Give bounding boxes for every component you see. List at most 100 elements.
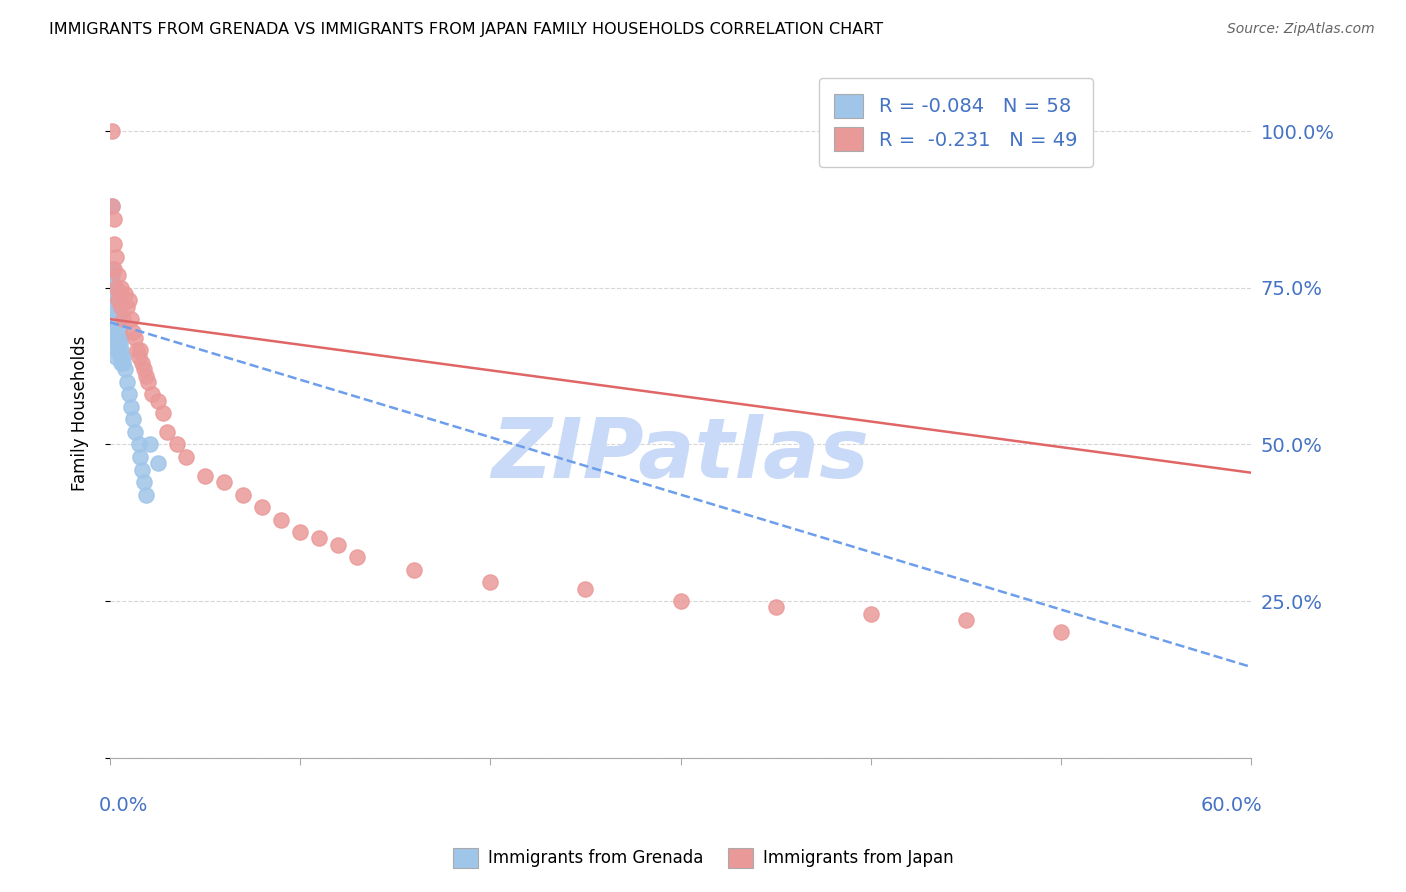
Point: [107, 325, 129, 339]
Point: [107, 318, 129, 333]
Point: [270, 513, 292, 527]
Point: [1050, 625, 1073, 640]
Point: [146, 393, 169, 408]
Point: [128, 350, 150, 364]
Point: [134, 362, 156, 376]
Point: [114, 287, 136, 301]
Point: [118, 293, 141, 308]
Y-axis label: Family Households: Family Households: [72, 335, 89, 491]
Point: [404, 563, 426, 577]
Point: [107, 331, 129, 345]
Point: [107, 306, 129, 320]
Point: [107, 268, 129, 283]
Point: [479, 575, 502, 590]
Point: [101, 275, 124, 289]
Point: [107, 337, 129, 351]
Point: [108, 287, 131, 301]
Point: [110, 343, 132, 358]
Point: [669, 594, 692, 608]
Point: [103, 306, 125, 320]
Point: [135, 487, 157, 501]
Point: [104, 350, 127, 364]
Point: [128, 437, 150, 451]
Point: [346, 550, 368, 565]
Point: [112, 350, 135, 364]
Point: [112, 312, 135, 326]
Point: [114, 362, 136, 376]
Point: [101, 281, 124, 295]
Point: [146, 456, 169, 470]
Point: [118, 387, 141, 401]
Point: [101, 287, 124, 301]
Point: [859, 607, 882, 621]
Point: [103, 262, 125, 277]
Point: [110, 281, 132, 295]
Point: [107, 300, 129, 314]
Point: [955, 613, 977, 627]
Point: [134, 475, 156, 489]
Point: [131, 462, 153, 476]
Point: [101, 293, 124, 308]
Point: [110, 350, 132, 364]
Point: [110, 356, 132, 370]
Point: [101, 199, 124, 213]
Point: [101, 268, 124, 283]
Text: 0.0%: 0.0%: [98, 796, 148, 814]
Point: [104, 281, 127, 295]
Point: [104, 293, 127, 308]
Point: [131, 356, 153, 370]
Text: 60.0%: 60.0%: [1201, 796, 1263, 814]
Point: [194, 468, 217, 483]
Point: [290, 525, 312, 540]
Point: [328, 538, 350, 552]
Point: [103, 287, 125, 301]
Point: [104, 306, 127, 320]
Text: IMMIGRANTS FROM GRENADA VS IMMIGRANTS FROM JAPAN FAMILY HOUSEHOLDS CORRELATION C: IMMIGRANTS FROM GRENADA VS IMMIGRANTS FR…: [49, 22, 883, 37]
Point: [101, 262, 124, 277]
Point: [136, 375, 159, 389]
Point: [765, 600, 787, 615]
Point: [104, 312, 127, 326]
Point: [101, 306, 124, 320]
Point: [125, 343, 148, 358]
Point: [139, 437, 162, 451]
Point: [103, 318, 125, 333]
Point: [103, 211, 125, 226]
Point: [174, 450, 197, 464]
Point: [101, 312, 124, 326]
Point: [129, 450, 152, 464]
Point: [101, 124, 124, 138]
Point: [166, 437, 188, 451]
Point: [135, 368, 157, 383]
Point: [141, 387, 163, 401]
Point: [122, 325, 145, 339]
Point: [104, 318, 127, 333]
Point: [107, 312, 129, 326]
Point: [152, 406, 174, 420]
Point: [108, 331, 131, 345]
Point: [103, 331, 125, 345]
Point: [574, 582, 596, 596]
Point: [103, 237, 125, 252]
Text: ZIPatlas: ZIPatlas: [492, 414, 869, 495]
Legend: Immigrants from Grenada, Immigrants from Japan: Immigrants from Grenada, Immigrants from…: [446, 841, 960, 875]
Point: [103, 281, 125, 295]
Point: [104, 325, 127, 339]
Point: [104, 337, 127, 351]
Point: [124, 425, 146, 439]
Point: [104, 250, 127, 264]
Point: [308, 532, 330, 546]
Point: [115, 300, 138, 314]
Point: [103, 312, 125, 326]
Point: [115, 375, 138, 389]
Point: [103, 325, 125, 339]
Point: [124, 331, 146, 345]
Point: [122, 412, 145, 426]
Point: [101, 199, 124, 213]
Point: [112, 356, 135, 370]
Point: [108, 325, 131, 339]
Point: [107, 293, 129, 308]
Point: [104, 343, 127, 358]
Point: [129, 343, 152, 358]
Legend: R = -0.084   N = 58, R =  -0.231   N = 49: R = -0.084 N = 58, R = -0.231 N = 49: [818, 78, 1092, 167]
